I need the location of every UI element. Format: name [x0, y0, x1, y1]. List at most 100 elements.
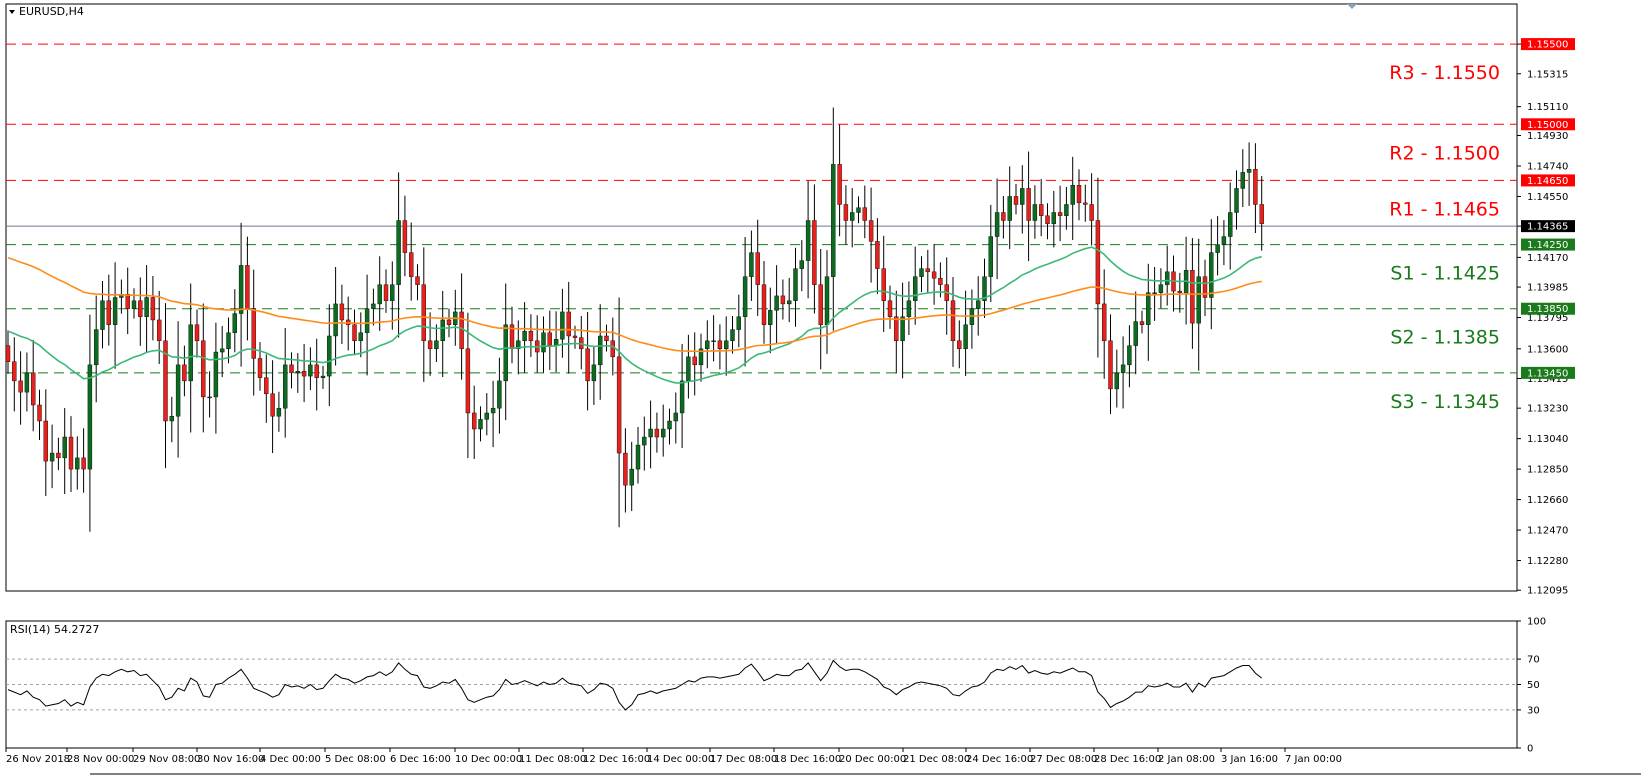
- candle: [1007, 166, 1012, 250]
- candle-body: [1057, 212, 1063, 216]
- candle: [37, 389, 42, 441]
- candle: [327, 304, 332, 407]
- candle: [1234, 170, 1239, 230]
- candle: [736, 294, 741, 348]
- candle-body: [1032, 204, 1038, 221]
- level-tag-label-s2: 1.13850: [1527, 304, 1568, 315]
- level-label-r3: R3 - 1.1550: [1389, 62, 1500, 84]
- candle: [919, 256, 924, 293]
- candle: [415, 264, 420, 301]
- candle-body: [1227, 212, 1233, 237]
- candle-body: [541, 332, 546, 353]
- candle-body: [163, 340, 168, 422]
- price-panel[interactable]: R3 - 1.1550 R2 - 1.1500 R1 - 1.1465 S1 - 1.…: [5, 3, 1518, 592]
- candle: [440, 291, 445, 377]
- candle: [1038, 178, 1044, 237]
- level-tag-s1: [1521, 238, 1575, 251]
- candle-body: [1007, 196, 1012, 221]
- candle: [957, 320, 962, 369]
- candle-body: [1146, 292, 1151, 325]
- candle-body: [572, 335, 578, 338]
- candle: [642, 416, 647, 471]
- moving-average-slow: [7, 256, 1262, 353]
- level-label-s2: S2 - 1.1385: [1390, 327, 1500, 349]
- candle: [144, 265, 149, 353]
- candle: [201, 303, 206, 433]
- time-tick-label: 12 Dec 16:00: [583, 754, 650, 765]
- candle: [219, 326, 225, 378]
- candle-body: [1190, 270, 1195, 324]
- candle: [1026, 151, 1031, 262]
- candle-body: [642, 436, 647, 446]
- candle: [308, 347, 313, 391]
- candle: [755, 219, 760, 316]
- candle-body: [1089, 204, 1094, 221]
- candle-body: [276, 407, 282, 417]
- rsi-axis: 100 70 50 30 0: [1517, 617, 1546, 755]
- candle-body: [661, 428, 666, 438]
- candle-body: [352, 324, 357, 342]
- time-tick-label: 5 Dec 08:00: [325, 754, 386, 765]
- candle: [1108, 314, 1113, 415]
- candle: [679, 344, 685, 449]
- candle-body: [824, 276, 830, 325]
- candle-body: [547, 332, 552, 346]
- candle-body: [18, 380, 23, 393]
- time-tick-label: 27 Dec 08:00: [1030, 754, 1097, 765]
- candle-body: [994, 212, 1000, 237]
- candle: [421, 247, 426, 382]
- candle-body: [24, 372, 30, 393]
- candle-body: [472, 412, 477, 430]
- candle-body: [1234, 188, 1239, 213]
- time-tick-label: 18 Dec 16:00: [774, 754, 841, 765]
- candle: [1057, 185, 1063, 242]
- moving-average-fast: [7, 246, 1262, 384]
- candle-body: [780, 295, 786, 305]
- candle: [1120, 336, 1126, 409]
- candle-body: [327, 335, 332, 377]
- candle: [5, 330, 11, 374]
- candle: [377, 256, 382, 331]
- candle-body: [396, 220, 401, 285]
- candle: [352, 309, 357, 356]
- candle: [49, 424, 55, 489]
- candle-body: [106, 300, 112, 325]
- candle-body: [850, 212, 855, 221]
- candle-body: [1114, 372, 1120, 390]
- candle-body: [390, 284, 395, 301]
- candle: [742, 236, 748, 367]
- candle-body: [1045, 215, 1050, 224]
- candle-body: [837, 164, 842, 205]
- time-tick-label: 29 Nov 08:00: [133, 754, 200, 765]
- level-label-r1: R1 - 1.1465: [1389, 198, 1500, 220]
- candle-body: [818, 284, 823, 325]
- candle: [598, 304, 603, 400]
- candle-body: [591, 364, 597, 382]
- candle-body: [673, 412, 678, 422]
- level-tag-s2: [1521, 302, 1575, 315]
- rsi-tick-label: 0: [1527, 744, 1533, 755]
- rsi-panel[interactable]: RSI(14) 54.2727: [5, 620, 1518, 749]
- candle-body: [1051, 212, 1057, 224]
- candle: [761, 261, 767, 344]
- candle-body: [245, 265, 250, 309]
- price-tick-label: 1.12280: [1527, 556, 1568, 567]
- time-tick-label: 20 Dec 00:00: [839, 754, 906, 765]
- candle: [566, 281, 571, 374]
- candle-body: [887, 300, 893, 317]
- candle-body: [5, 345, 11, 362]
- candle: [950, 277, 956, 367]
- symbol-selector[interactable]: EURUSD,H4: [9, 5, 84, 18]
- candle: [623, 428, 628, 513]
- candle: [774, 265, 779, 345]
- candle-body: [377, 284, 382, 305]
- candle: [383, 269, 389, 313]
- candle-body: [856, 207, 861, 213]
- candle-body: [522, 330, 527, 342]
- candle-body: [1038, 204, 1044, 216]
- candle: [793, 247, 798, 327]
- candle: [364, 274, 370, 376]
- shift-marker-icon[interactable]: [1347, 4, 1357, 9]
